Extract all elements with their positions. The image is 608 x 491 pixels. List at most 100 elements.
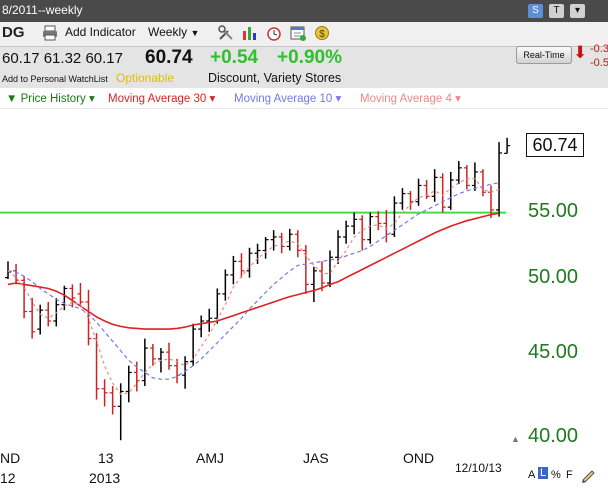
x-year-2013: 2013	[89, 470, 121, 486]
chevron-up-icon[interactable]: ▲	[511, 434, 520, 444]
price-bar	[278, 232, 285, 254]
printer-icon[interactable]	[42, 25, 58, 41]
symbol-label: DG	[2, 24, 25, 41]
chevron-down-icon: ▾	[88, 93, 95, 105]
price-bar	[61, 285, 68, 311]
chevron-down-icon: ▾	[455, 93, 461, 105]
y-tick-40: 40.00	[528, 425, 579, 447]
price-bar	[166, 342, 172, 370]
quote-change: +0.54	[210, 47, 259, 68]
legend-ma10-label: Moving Average 10	[234, 93, 333, 105]
s-button[interactable]: S	[528, 4, 543, 18]
dollar-icon[interactable]: $	[314, 25, 330, 46]
pencil-icon[interactable]	[580, 467, 596, 488]
y-tick-45: 45.00	[528, 341, 579, 363]
alarm-clock-icon[interactable]	[266, 25, 282, 46]
price-bar	[496, 142, 503, 217]
svg-text:$: $	[319, 29, 325, 40]
interval-value: Weekly	[148, 25, 188, 39]
add-indicator-button[interactable]: Add Indicator	[65, 25, 136, 39]
price-bar	[327, 250, 333, 288]
last-price-box: 60.74	[526, 133, 584, 157]
price-bar	[407, 190, 414, 210]
legend-price-history-label: Price History	[20, 93, 86, 105]
price-bar	[238, 253, 245, 278]
price-bar	[109, 386, 116, 415]
price-bar	[471, 162, 478, 191]
quote-high: 61.32	[43, 50, 82, 67]
price-bar	[286, 228, 293, 251]
arrow-down-icon: ⬇	[573, 43, 588, 62]
plot-background	[0, 109, 522, 449]
chevron-down-icon: ▾	[335, 93, 342, 105]
ma4-line	[7, 178, 500, 395]
price-bar	[310, 266, 317, 303]
price-bar	[488, 185, 494, 218]
percent-button[interactable]: %	[551, 469, 561, 481]
tools-icon[interactable]	[218, 25, 234, 46]
log-button[interactable]: L	[538, 467, 549, 479]
price-history-legend-mark: ▼	[6, 93, 18, 105]
price-bar	[182, 356, 189, 389]
quote-change-pct: +0.90%	[277, 47, 342, 68]
price-chart[interactable]	[0, 109, 522, 449]
price-bar	[254, 243, 261, 265]
chart-header: 8/2011--weekly S T ▾ DG Add Indicator We…	[0, 0, 608, 88]
title-bar: 8/2011--weekly S T ▾	[0, 0, 608, 22]
price-bar	[431, 169, 438, 202]
dropdown-button[interactable]: ▾	[570, 4, 585, 18]
chevron-down-icon: ▾	[209, 93, 216, 105]
price-bar	[302, 245, 309, 294]
price-bar	[351, 212, 358, 235]
price-bar	[504, 137, 511, 154]
chart-title: 8/2011--weekly	[2, 3, 83, 17]
price-bar	[455, 161, 462, 185]
price-bar	[21, 276, 28, 319]
price-bar	[117, 383, 124, 441]
price-bar	[343, 220, 350, 244]
a-button[interactable]: A	[528, 469, 536, 481]
realtime-button[interactable]: Real-Time	[516, 46, 572, 64]
price-bar	[423, 180, 430, 200]
price-bar	[415, 178, 422, 206]
price-bar	[198, 315, 205, 338]
rt-change-1: -0.3	[590, 43, 608, 55]
price-bar	[37, 304, 44, 335]
interval-select[interactable]: Weekly ▼	[148, 25, 199, 39]
price-bar	[190, 323, 197, 366]
t-button[interactable]: T	[549, 4, 564, 18]
x-year-12: 12	[0, 470, 16, 486]
quote-ohlc: 60.17 61.32 60.17	[2, 50, 123, 67]
price-bar	[447, 171, 454, 210]
add-watchlist-link[interactable]: Add to Personal WatchList	[2, 74, 108, 84]
quote-low: 60.17	[85, 50, 123, 67]
ma30-line	[7, 212, 500, 330]
legend-price-history[interactable]: ▼ Price History ▾	[6, 91, 95, 105]
y-tick-50: 50.00	[528, 266, 579, 288]
quote-open: 60.17	[2, 50, 40, 67]
f-button[interactable]: F	[566, 469, 573, 481]
y-tick-55: 55.00	[528, 200, 579, 222]
legend-ma4-label: Moving Average 4	[360, 93, 452, 105]
price-bar	[206, 308, 213, 332]
price-bar	[246, 247, 253, 278]
price-bar	[101, 379, 108, 407]
calendar-icon[interactable]	[290, 25, 306, 46]
bar-chart-icon[interactable]	[242, 25, 258, 46]
price-bar	[479, 169, 486, 197]
price-bar	[45, 302, 52, 327]
price-bar	[230, 255, 237, 285]
legend-ma4[interactable]: Moving Average 4 ▾	[360, 91, 461, 105]
x-tick-ond: OND	[403, 450, 435, 466]
price-bar	[463, 165, 470, 190]
x-tick-jas: JAS	[303, 450, 329, 466]
price-bar	[439, 173, 446, 213]
price-bar	[214, 288, 221, 324]
legend-ma30[interactable]: Moving Average 30 ▾	[108, 91, 215, 105]
price-bar	[367, 212, 374, 244]
price-bar	[125, 365, 132, 403]
legend-ma10[interactable]: Moving Average 10 ▾	[234, 91, 341, 105]
price-bar	[149, 344, 156, 366]
price-bar	[359, 215, 366, 251]
x-tick-13: 13	[98, 450, 114, 466]
